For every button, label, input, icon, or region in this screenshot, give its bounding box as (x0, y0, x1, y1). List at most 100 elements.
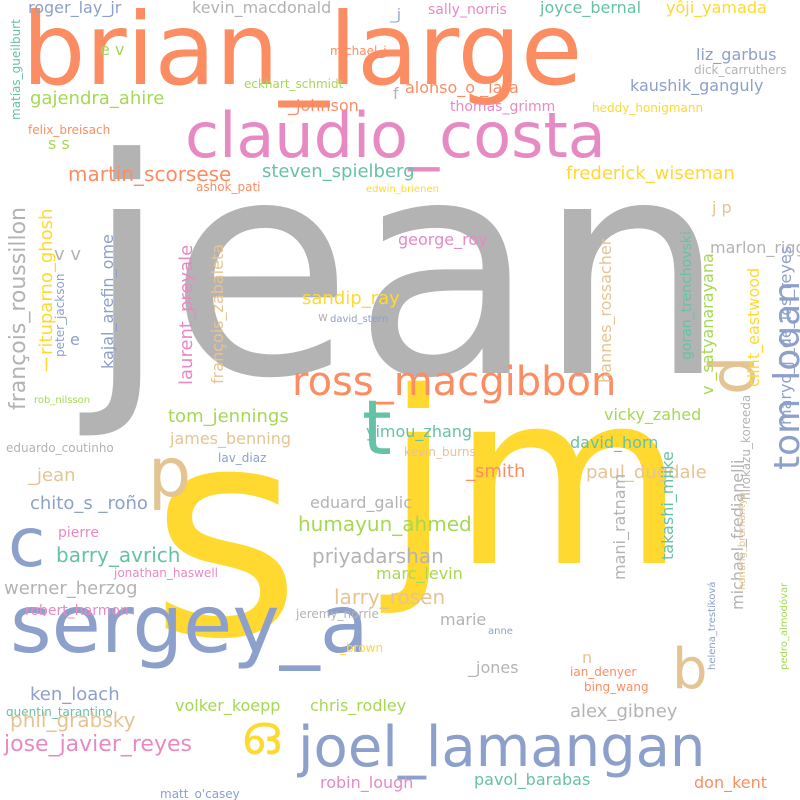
cloud-word: felix_breisach (28, 123, 111, 137)
cloud-word: b (672, 637, 708, 702)
cloud-word: jm (385, 340, 686, 620)
cloud-word: helena_trestíková (707, 581, 718, 670)
cloud-word: n (582, 648, 593, 667)
cloud-word: ashok_pati (196, 180, 261, 194)
cloud-word: yôji_yamada (666, 0, 767, 17)
cloud-word: volker_koepp (175, 696, 281, 715)
cloud-word: frederick_wiseman (566, 163, 735, 184)
cloud-word: gajendra_ahire (30, 88, 165, 109)
cloud-word: roger_lay_jr (28, 0, 122, 17)
cloud-word: e v (100, 40, 125, 59)
cloud-word: paul_dugdale (586, 462, 707, 483)
cloud-word: goran_trenchovski (679, 231, 695, 360)
cloud-word: ken_loach (30, 684, 120, 705)
cloud-word: ram_gopal_varma (568, 234, 587, 378)
cloud-word: ഒ (240, 703, 280, 768)
cloud-word: mani_ratnam (610, 473, 629, 580)
cloud-word: _smith (466, 461, 526, 482)
cloud-word: jose_javier_reyes (4, 732, 192, 757)
cloud-word: _johnson (288, 96, 359, 115)
cloud-word: jonathan_haswell (114, 566, 218, 580)
cloud-word: werner_herzog (4, 578, 138, 599)
cloud-word: steven_spielberg (262, 161, 415, 182)
cloud-word: claudio_costa (185, 99, 606, 172)
cloud-word: liz_garbus (696, 45, 777, 64)
cloud-word: w (318, 310, 328, 324)
cloud-word: p (148, 434, 192, 513)
cloud-word: maryo_j _de_los_reyes (776, 245, 795, 425)
cloud-word: sergey_a (10, 578, 369, 671)
cloud-word: pavol_barabas (474, 770, 591, 789)
cloud-word: david_stern (330, 314, 389, 325)
cloud-word: marc_levin (376, 564, 463, 583)
cloud-word: joyce_bernal (540, 0, 642, 17)
cloud-word: alonso_o _lara (405, 78, 519, 97)
cloud-word: robin_lough (320, 773, 414, 792)
cloud-word: pedro_almodóvar (779, 582, 790, 670)
cloud-word: chris_rodley (310, 696, 407, 715)
cloud-word: thomas_grimm (450, 99, 556, 115)
cloud-word: michael_j (330, 44, 387, 58)
cloud-word: phil_grabsky (10, 708, 136, 732)
cloud-word: françois_zabaleta (208, 243, 227, 384)
cloud-word: edwin_brienen (366, 184, 440, 195)
cloud-word: george_roy (398, 230, 488, 249)
cloud-word: dick_carruthers (694, 63, 787, 77)
cloud-word: robert_harmon (25, 603, 129, 619)
cloud-word: hannes_rossacher (596, 238, 615, 383)
cloud-word: martin_scorsese (68, 162, 232, 186)
cloud-word: matt_o'casey (160, 787, 240, 800)
cloud-word: chito_s _roño (30, 493, 148, 514)
cloud-word: quentin_tarantino (6, 705, 113, 719)
cloud-word: _jones (468, 658, 519, 677)
cloud-word: eduardo_coutinho (6, 441, 114, 455)
cloud-word: david_horn (570, 433, 659, 452)
cloud-word: kevin_macdonald (192, 0, 332, 17)
cloud-word: priyadarshan (312, 544, 444, 568)
cloud-word: james_benning (170, 429, 292, 448)
cloud-word: alex_gibney (570, 701, 678, 722)
cloud-word: kaushik_ganguly (630, 76, 764, 95)
cloud-word: eckhart_schmidt (244, 77, 344, 91)
cloud-word: marlon_riggs (710, 238, 800, 257)
cloud-word: larry_rosen (334, 585, 446, 609)
cloud-word: _jean (28, 465, 76, 486)
cloud-word: v v (54, 244, 82, 265)
cloud-word: pierre (58, 525, 99, 541)
cloud-word: _brown (340, 641, 384, 655)
cloud-word: brian_large (22, 0, 583, 108)
cloud-word: françois_roussillon (6, 207, 31, 410)
cloud-word: rob_nilsson (34, 395, 91, 406)
cloud-word: jean (85, 95, 727, 444)
cloud-word: tom_jennings (168, 406, 289, 427)
cloud-word: s (150, 366, 302, 703)
cloud-word: lav_diaz (218, 451, 267, 465)
cloud-word: don_kent (694, 773, 768, 792)
cloud-word: l (44, 355, 50, 376)
cloud-word: _j (390, 7, 401, 23)
cloud-word: joel_lamangan (298, 715, 706, 780)
cloud-word: eduard_galic (310, 493, 413, 512)
cloud-word: j p (712, 198, 732, 217)
cloud-word: matías_gueilburt (9, 19, 23, 120)
cloud-word: marie (440, 610, 487, 629)
cloud-word: v _satyanarayana (698, 253, 717, 395)
cloud-word: kajal_arefin_ome (98, 234, 117, 369)
cloud-word: peter_jackson (53, 273, 67, 357)
cloud-word: clint_eastwood (744, 267, 763, 387)
cloud-word: sandip_ray (302, 288, 400, 309)
cloud-word: s s (48, 134, 70, 153)
cloud-word: humayun_ahmed (298, 512, 472, 536)
cloud-word: jeremy_norrie (296, 607, 379, 621)
cloud-word: sally_norris (428, 2, 507, 18)
cloud-word: bing_wang (584, 680, 649, 694)
cloud-word: barry_avrich (56, 543, 181, 567)
cloud-word: ian_denyer (570, 665, 637, 679)
cloud-word: heddy_honigmann (592, 101, 704, 115)
cloud-word: hanung_bramantyo (737, 492, 748, 590)
cloud-word: f (393, 84, 399, 103)
cloud-word: t (362, 383, 392, 472)
cloud-word: c (8, 504, 46, 583)
cloud-word: anne (488, 626, 513, 637)
